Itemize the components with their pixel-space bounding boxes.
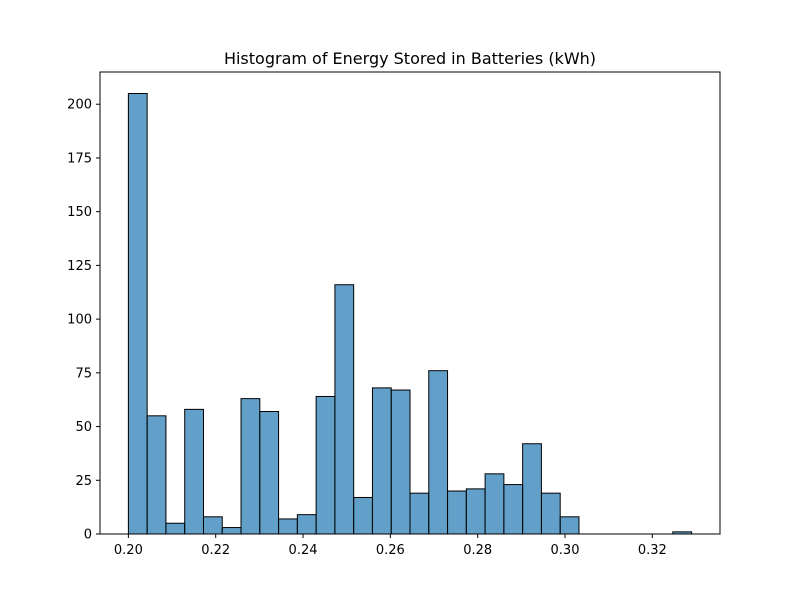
x-tick-label: 0.32: [638, 543, 667, 558]
x-tick-label: 0.22: [201, 543, 230, 558]
histogram-bar-11: [334, 284, 355, 535]
x-tick-label: 0.30: [551, 543, 580, 558]
y-tick-label: 150: [67, 205, 92, 220]
histogram-bar-7: [259, 411, 280, 535]
histogram-bar-1: [146, 415, 167, 535]
histogram-bar-23: [559, 516, 580, 535]
x-tick-label: 0.26: [376, 543, 405, 558]
histogram-bar-8: [278, 518, 298, 535]
y-tick-label: 25: [75, 474, 92, 489]
bars-group: [127, 92, 693, 535]
histogram-bar-21: [522, 443, 542, 535]
y-tick-label: 175: [67, 151, 92, 166]
y-tick-label: 100: [67, 313, 92, 328]
histogram-bar-16: [428, 370, 449, 535]
histogram-bar-10: [315, 395, 336, 535]
x-tick-label: 0.24: [289, 543, 318, 558]
histogram-bar-18: [465, 488, 486, 535]
y-tick-label: 125: [67, 259, 92, 274]
histogram-bar-6: [240, 398, 261, 535]
y-axis: 0 25 50 75 100 125 150 175 200: [67, 98, 100, 543]
histogram-bar-17: [447, 490, 467, 535]
x-axis: 0.20 0.22 0.24 0.26 0.28 0.30 0.32: [114, 534, 667, 558]
histogram-bar-14: [390, 389, 411, 535]
y-tick-label: 0: [84, 528, 92, 543]
histogram-bar-12: [353, 496, 373, 535]
plot-area-frame: [99, 71, 721, 535]
histogram-bar-4: [202, 516, 223, 535]
histogram-bar-5: [221, 527, 242, 535]
histogram-bar-2: [165, 522, 186, 535]
x-tick-label: 0.20: [114, 543, 143, 558]
chart-title: Histogram of Energy Stored in Batteries …: [224, 49, 596, 68]
y-tick-label: 200: [67, 98, 92, 113]
histogram-bar-13: [371, 387, 392, 535]
histogram-bar-0: [127, 92, 148, 535]
x-tick-label: 0.28: [463, 543, 492, 558]
histogram-bar-9: [296, 514, 317, 535]
histogram-bar-19: [484, 473, 505, 535]
histogram-bar-3: [184, 408, 204, 535]
histogram-bar-20: [503, 484, 524, 535]
histogram-bar-15: [409, 492, 430, 535]
y-tick-label: 50: [75, 420, 92, 435]
histogram-bar-22: [540, 492, 561, 535]
y-tick-label: 75: [75, 366, 92, 381]
